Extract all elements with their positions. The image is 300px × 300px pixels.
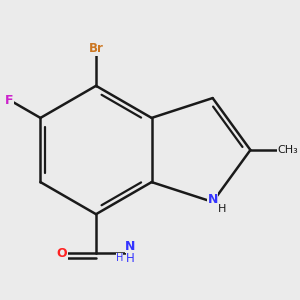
Text: CH₃: CH₃ — [277, 145, 298, 155]
Text: Br: Br — [88, 42, 104, 55]
Text: N: N — [125, 240, 136, 253]
Text: H: H — [126, 252, 135, 265]
Text: H: H — [218, 204, 226, 214]
Text: H: H — [116, 254, 123, 263]
Text: F: F — [5, 94, 14, 106]
Text: N: N — [208, 193, 218, 206]
Text: O: O — [56, 247, 67, 260]
